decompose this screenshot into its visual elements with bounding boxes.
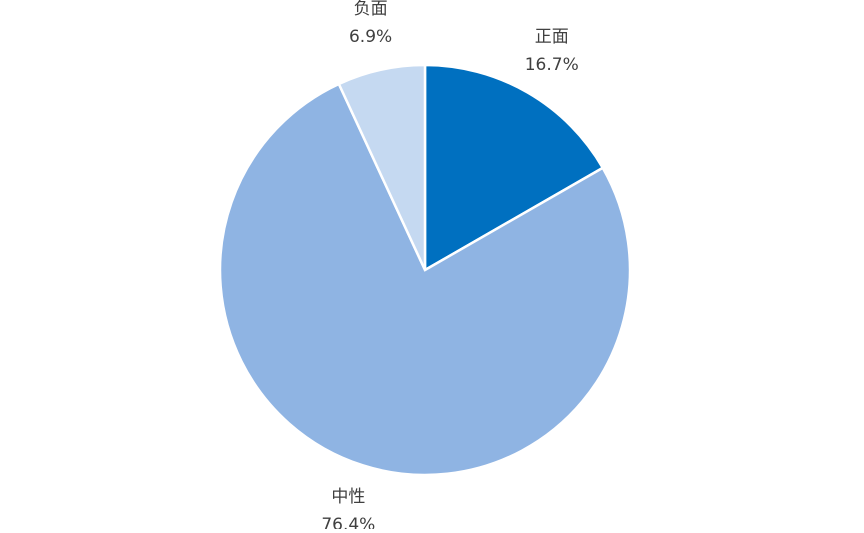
slice-label: 中性 <box>331 487 365 507</box>
slice-value-label: 16.7% <box>525 55 579 75</box>
slice-value-label: 76.4% <box>321 515 375 529</box>
pie-slice <box>337 63 427 271</box>
slice-label: 负面 <box>354 0 388 19</box>
slice-value-label: 6.9% <box>349 27 392 47</box>
slice-label: 正面 <box>535 27 569 47</box>
pie-slice <box>423 63 605 273</box>
pie-slice <box>218 82 632 477</box>
